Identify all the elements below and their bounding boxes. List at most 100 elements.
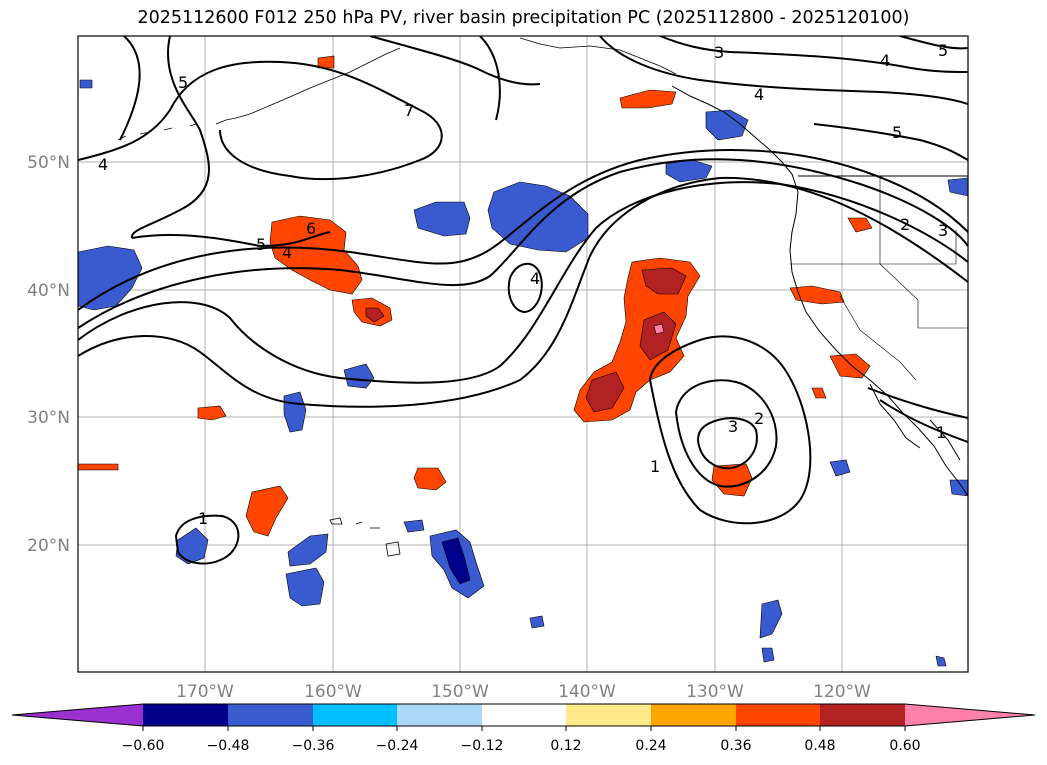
negative-patch xyxy=(529,615,545,629)
pv-contour-line xyxy=(78,60,443,181)
contour-label: 3 xyxy=(938,221,948,240)
positive-patch xyxy=(413,467,447,491)
colorbar-segment xyxy=(820,704,905,726)
lat-label: 40°N xyxy=(27,281,70,301)
negative-patch xyxy=(413,201,471,237)
contour-label: 1 xyxy=(198,509,208,528)
positive-pc-patches xyxy=(78,55,873,537)
colorbar-segment xyxy=(143,704,228,726)
pv-contour-line xyxy=(813,123,968,161)
pv-contour-line xyxy=(879,399,968,443)
positive-patch xyxy=(365,307,385,323)
pv-contour-line xyxy=(130,36,210,239)
colorbar-tick-label: −0.12 xyxy=(461,738,504,754)
lon-label: 160°W xyxy=(304,682,362,702)
colorbar-tick-label: 0.48 xyxy=(804,738,835,754)
baja-coast xyxy=(869,383,921,449)
lon-label: 130°W xyxy=(686,682,744,702)
pv-contour-line xyxy=(131,231,331,248)
contour-label: 2 xyxy=(900,215,910,234)
negative-patch xyxy=(283,391,307,433)
positive-patch xyxy=(78,463,119,471)
contour-label: 2 xyxy=(754,409,764,428)
pv-contour-line xyxy=(867,387,968,419)
negative-patch xyxy=(665,159,713,183)
gridlines xyxy=(78,36,968,672)
pv-contour-line xyxy=(78,158,968,329)
colorbar-segment xyxy=(313,704,397,726)
positive-patch xyxy=(711,463,753,497)
latitude-labels: 50°N 40°N 30°N 20°N xyxy=(27,153,70,556)
positive-patch xyxy=(641,267,687,295)
coastlines xyxy=(117,37,968,557)
gulf-coast xyxy=(929,419,961,461)
pv-contour-line xyxy=(648,335,812,525)
colorbar-tick-label: 0.36 xyxy=(720,738,751,754)
contour-label: 5 xyxy=(892,123,902,142)
pv-contour-line xyxy=(674,379,778,488)
negative-patch xyxy=(175,527,209,565)
colorbar-tick-label: −0.24 xyxy=(376,738,419,754)
positive-patch xyxy=(829,353,871,379)
contour-label: 4 xyxy=(754,85,764,104)
map-frame xyxy=(77,35,969,673)
negative-patch xyxy=(761,647,775,663)
negative-patch xyxy=(935,655,947,667)
us-state-border xyxy=(790,176,968,381)
colorbar-segment xyxy=(397,704,482,726)
lon-label: 170°W xyxy=(176,682,234,702)
contour-label: 1 xyxy=(936,423,946,442)
negative-pc-patches xyxy=(78,79,968,667)
negative-patch xyxy=(705,109,749,141)
pv-contour-line xyxy=(119,36,141,141)
pv-contour-line xyxy=(899,36,968,50)
contour-labels: 5 4 7 3 4 4 5 5 6 5 4 4 2 3 3 2 1 1 1 xyxy=(98,41,948,528)
contour-label: 5 xyxy=(256,235,266,254)
negative-patch xyxy=(487,181,589,253)
contour-label: 4 xyxy=(98,155,108,174)
colorbar-segment xyxy=(736,704,820,726)
colorbar-tick-label: 0.60 xyxy=(889,738,920,754)
lon-label: 120°W xyxy=(813,682,871,702)
contour-label: 3 xyxy=(728,417,738,436)
contour-label: 4 xyxy=(282,243,292,262)
pv-contour-line xyxy=(479,36,501,121)
contour-label: 5 xyxy=(178,73,188,92)
contour-label: 4 xyxy=(880,51,890,70)
pv-contour-line xyxy=(507,263,543,314)
colorbar-segment xyxy=(651,704,736,726)
colorbar-extend-max xyxy=(905,704,1035,726)
positive-patch xyxy=(639,311,677,361)
north-america-coast xyxy=(671,85,968,497)
contour-label: 4 xyxy=(530,269,540,288)
contour-label: 7 xyxy=(404,101,414,120)
alaska-coast xyxy=(519,37,677,75)
pv-contour-line xyxy=(696,417,758,470)
positive-patch xyxy=(317,55,335,69)
negative-patch xyxy=(403,519,425,533)
pv-contour-line xyxy=(659,36,968,73)
lon-label: 140°W xyxy=(558,682,616,702)
colorbar-tick-label: −0.60 xyxy=(122,738,165,754)
contour-label: 6 xyxy=(306,219,316,238)
contour-label: 5 xyxy=(938,41,948,60)
positive-patch xyxy=(197,405,227,421)
lat-label: 20°N xyxy=(27,536,70,556)
colorbar-extend-min xyxy=(12,704,143,726)
pv-contour-line xyxy=(369,36,541,86)
negative-patch xyxy=(287,533,329,567)
contour-label: 1 xyxy=(650,457,660,476)
positive-patch xyxy=(245,485,289,537)
colorbar: −0.60 −0.48 −0.36 −0.24 −0.12 0.12 0.24 … xyxy=(11,703,1036,754)
negative-patch xyxy=(79,79,93,89)
positive-patch xyxy=(269,215,363,295)
lat-label: 50°N xyxy=(27,153,70,173)
positive-patch xyxy=(789,285,845,305)
lon-label: 150°W xyxy=(431,682,489,702)
pv-contour-line xyxy=(174,514,240,565)
pv-contour-line xyxy=(78,176,968,408)
negative-patch xyxy=(947,177,968,197)
lat-label: 30°N xyxy=(27,408,70,428)
negative-patch xyxy=(285,567,325,607)
